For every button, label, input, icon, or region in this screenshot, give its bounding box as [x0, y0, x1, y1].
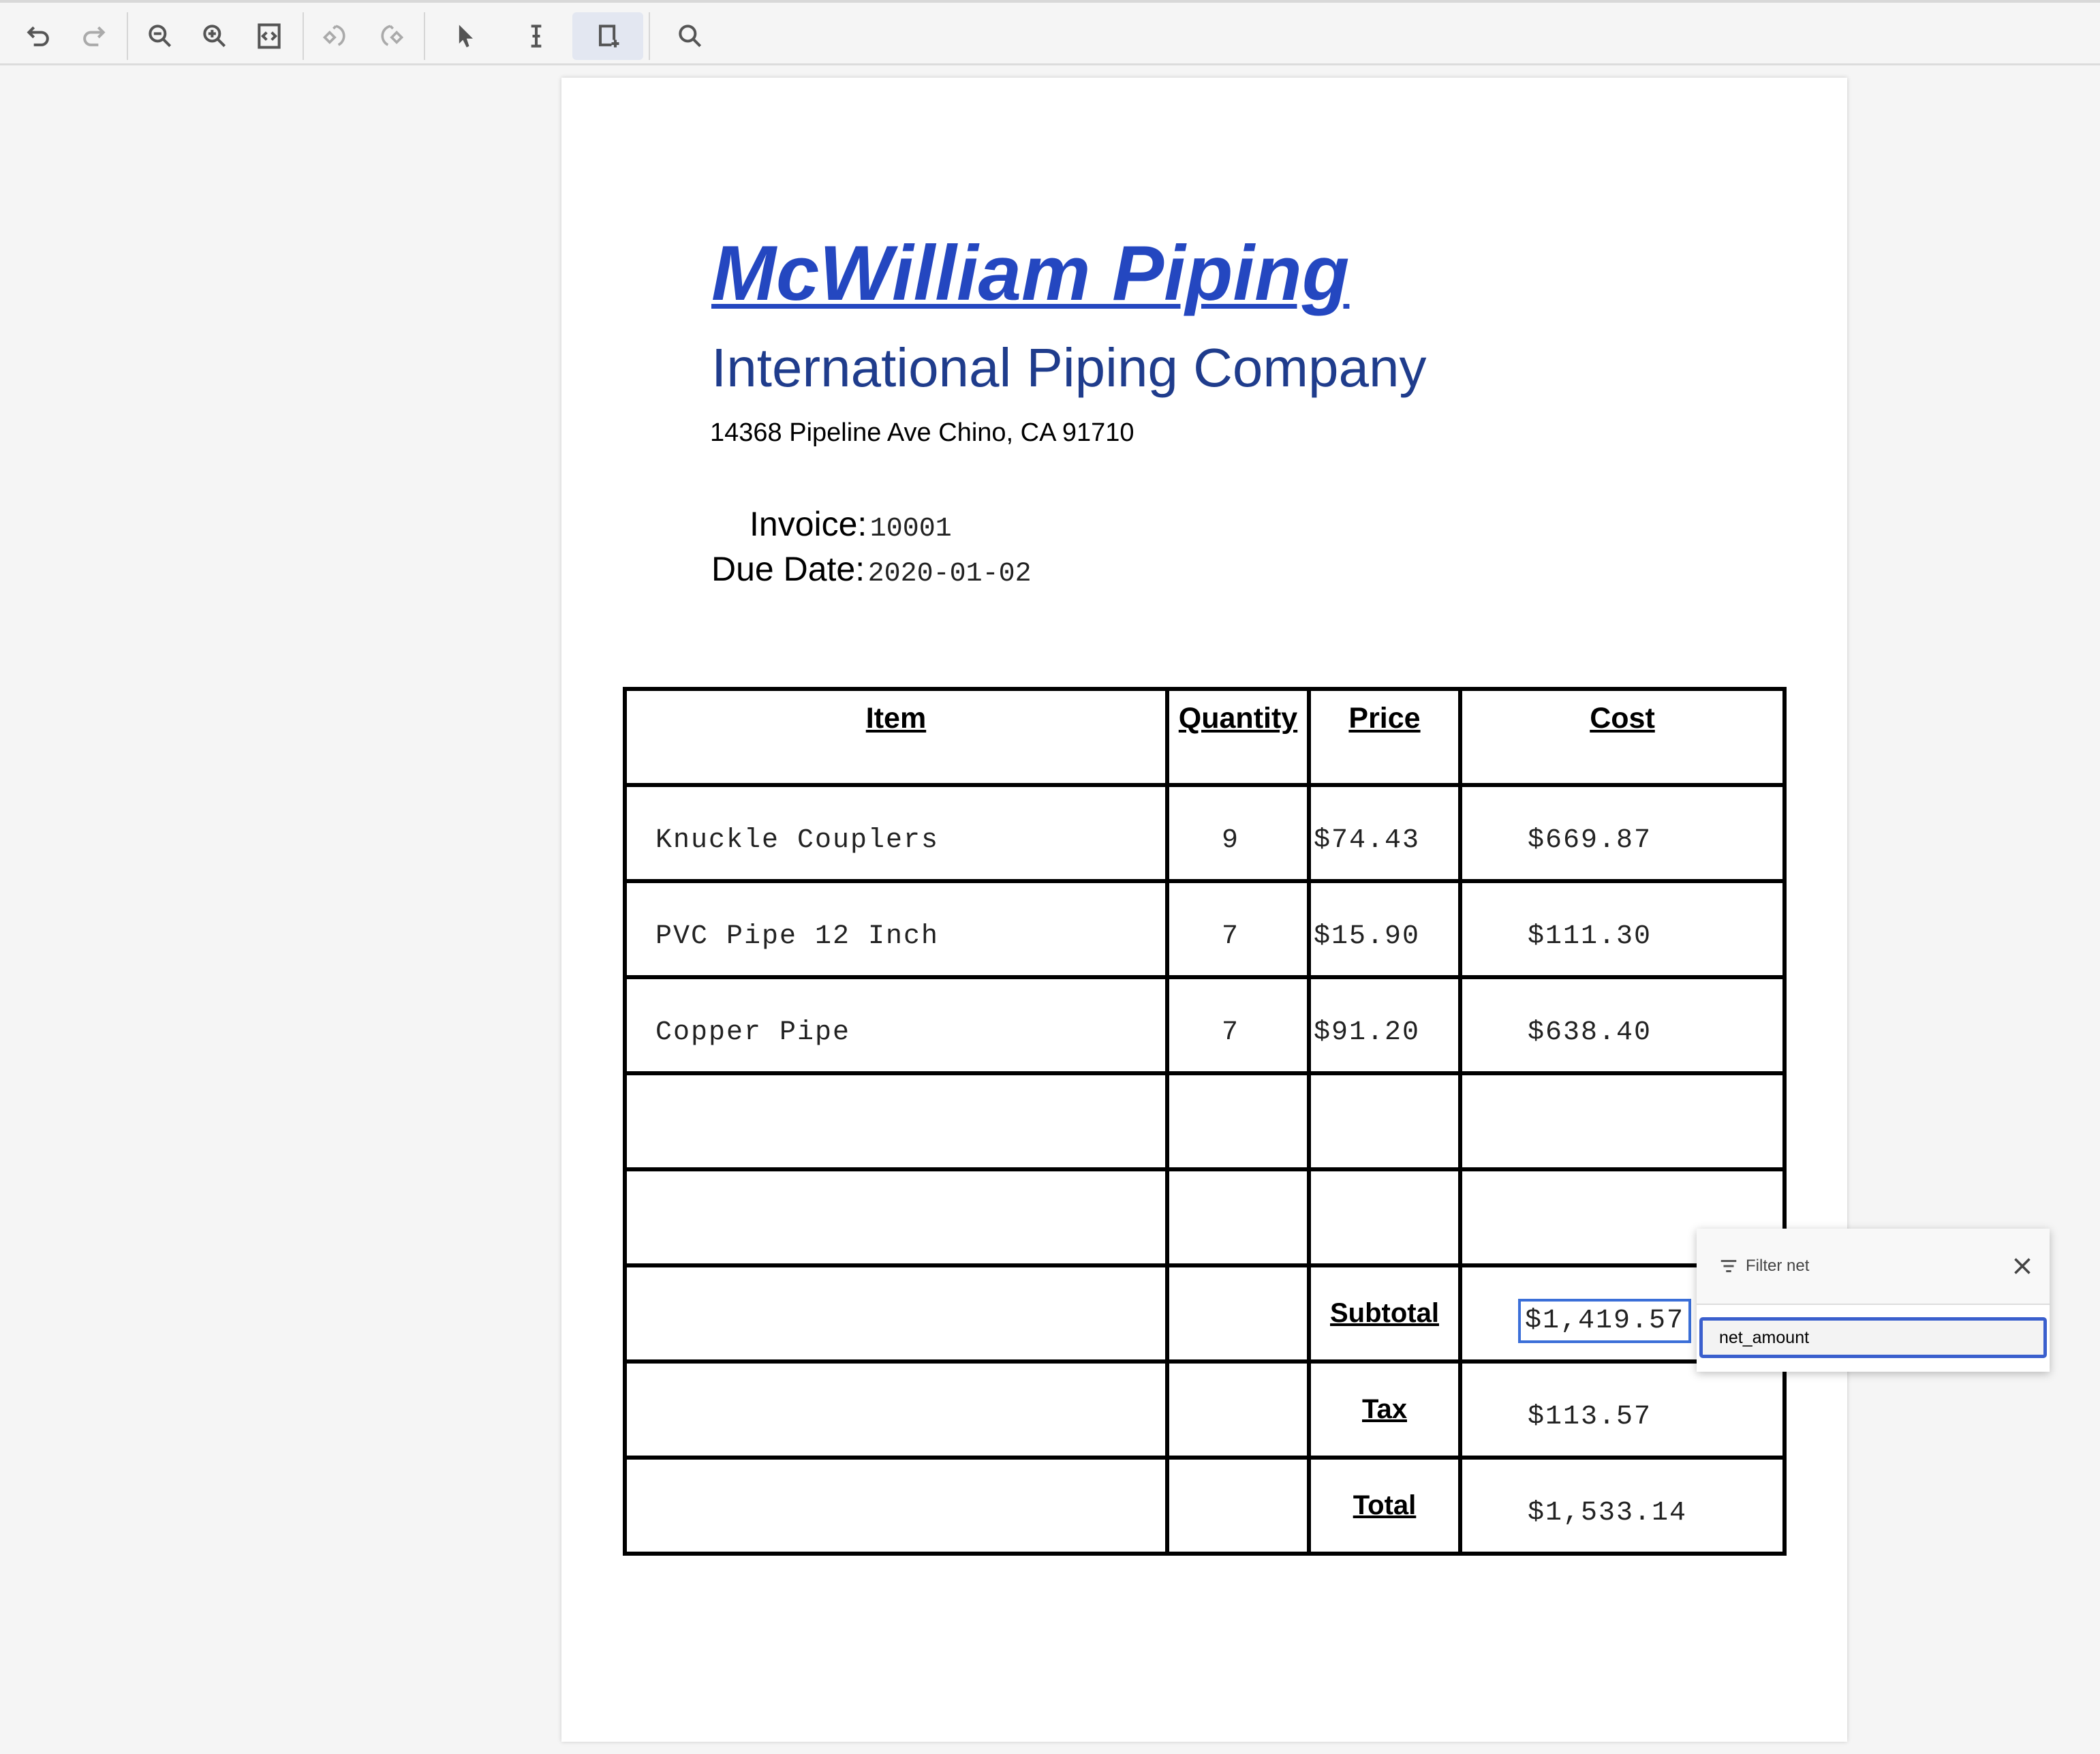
empty-row	[623, 1167, 1787, 1267]
subtotal-label: Subtotal	[1307, 1263, 1462, 1364]
total-row: Total $1,533.14	[623, 1456, 1787, 1556]
tax-label: Tax	[1307, 1359, 1462, 1460]
fit-page-icon	[258, 23, 281, 49]
due-date-label: Due Date:	[711, 550, 865, 588]
quantity-cell: 9	[1165, 783, 1311, 883]
text-select-button[interactable]	[512, 12, 560, 60]
tax-row: Tax $113.57	[623, 1359, 1787, 1460]
undo-button[interactable]	[15, 12, 63, 60]
subtotal-row: Subtotal $1,419.57	[623, 1263, 1787, 1364]
text-select-icon	[531, 25, 542, 48]
price-cell: $15.90	[1307, 879, 1462, 979]
tax-value: $113.57	[1458, 1359, 1787, 1460]
quantity-cell: 7	[1165, 879, 1311, 979]
add-region-icon	[598, 25, 619, 48]
total-label: Total	[1307, 1456, 1462, 1556]
due-date: Due Date: 2020-01-02	[711, 549, 1032, 589]
undo-icon	[27, 26, 49, 46]
invoice-value: 10001	[869, 514, 952, 544]
table-row: Copper Pipe 7 $91.20 $638.40	[623, 975, 1787, 1075]
fit-page-button[interactable]	[245, 12, 293, 60]
zoom-out-button[interactable]	[136, 12, 184, 60]
search-icon	[679, 25, 702, 48]
cost-cell: $669.87	[1458, 783, 1787, 883]
price-cell: $91.20	[1307, 975, 1462, 1075]
table-header-row: Item Quantity Price Cost	[623, 687, 1787, 787]
redo-button[interactable]	[70, 12, 117, 60]
company-address: 14368 Pipeline Ave Chino, CA 91710	[710, 418, 1134, 447]
invoice-label: Invoice:	[750, 505, 867, 543]
filter-input[interactable]	[1699, 1317, 2047, 1358]
redo-icon	[83, 26, 106, 46]
select-pointer-icon	[459, 25, 473, 48]
rotate-left-button[interactable]	[312, 12, 360, 60]
rotate-right-icon	[381, 25, 404, 46]
quantity-cell: 7	[1165, 975, 1311, 1075]
rotate-left-icon	[322, 25, 345, 46]
header-cost: Cost	[1458, 687, 1787, 787]
add-region-button[interactable]	[572, 12, 643, 60]
cost-cell: $111.30	[1458, 879, 1787, 979]
filter-icon	[1720, 1260, 1737, 1272]
toolbar	[0, 0, 2100, 65]
search-button[interactable]	[666, 12, 714, 60]
select-tool-button[interactable]	[442, 12, 489, 60]
invoice-number: Invoice: 10001	[750, 504, 952, 544]
subtotal-value-highlighted[interactable]: $1,419.57	[1518, 1299, 1692, 1343]
close-icon[interactable]	[2010, 1254, 2035, 1278]
table-row: PVC Pipe 12 Inch 7 $15.90 $111.30	[623, 879, 1787, 979]
company-subtitle: International Piping Company	[711, 337, 1427, 398]
due-date-value: 2020-01-02	[867, 559, 1032, 589]
zoom-in-button[interactable]	[191, 12, 238, 60]
zoom-in-icon	[203, 25, 226, 48]
cost-cell: $638.40	[1458, 975, 1787, 1075]
filter-popup: Filter net	[1697, 1229, 2050, 1372]
item-cell: Knuckle Couplers	[623, 783, 1169, 883]
empty-row	[623, 1071, 1787, 1171]
document-page: McWilliam Piping International Piping Co…	[561, 78, 1847, 1742]
total-value: $1,533.14	[1458, 1456, 1787, 1556]
invoice-table: Item Quantity Price Cost Knuckle Coupler…	[623, 687, 1787, 1556]
filter-popup-title: Filter net	[1746, 1257, 1810, 1275]
rotate-right-button[interactable]	[367, 12, 414, 60]
price-cell: $74.43	[1307, 783, 1462, 883]
header-item: Item	[623, 687, 1169, 787]
header-price: Price	[1307, 687, 1462, 787]
item-cell: PVC Pipe 12 Inch	[623, 879, 1169, 979]
zoom-out-icon	[149, 25, 172, 48]
table-row: Knuckle Couplers 9 $74.43 $669.87	[623, 783, 1787, 883]
company-title: McWilliam Piping	[711, 230, 1350, 317]
item-cell: Copper Pipe	[623, 975, 1169, 1075]
header-quantity: Quantity	[1165, 687, 1311, 787]
filter-popup-header: Filter net	[1697, 1229, 2050, 1305]
